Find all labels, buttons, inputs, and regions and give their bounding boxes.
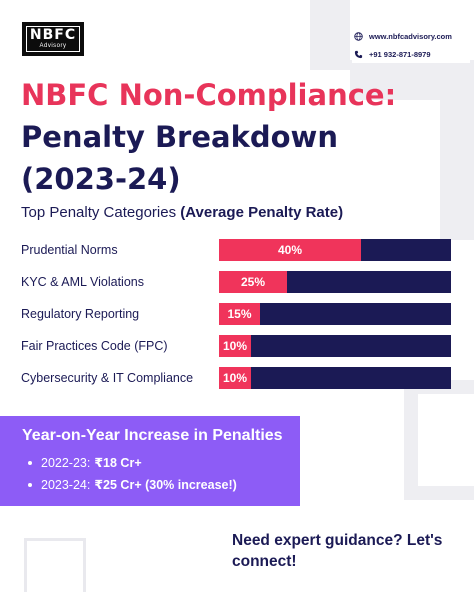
website-link[interactable]: www.nbfcadvisory.com (369, 31, 452, 41)
bar-track: 40% (219, 239, 451, 261)
logo-subtext: Advisory (39, 43, 67, 49)
category-label: Cybersecurity & IT Compliance (21, 371, 194, 385)
phone-row[interactable]: +91 932-871-8979 (352, 45, 470, 63)
bar-track: 15% (219, 303, 451, 325)
background-shape (404, 380, 418, 500)
bar-track: 10% (219, 335, 451, 357)
background-shape (310, 0, 350, 70)
bar (219, 239, 361, 261)
bar (219, 303, 260, 325)
bar (219, 367, 251, 389)
yoy-item: 2023-24: ₹25 Cr+ (30% increase!) (28, 474, 300, 496)
page-title: NBFC Non-Compliance: Penalty Breakdown (… (21, 74, 396, 200)
yoy-item-label: 2023-24: (41, 478, 91, 492)
category-label: Fair Practices Code (FPC) (21, 339, 168, 353)
yoy-list: 2022-23: ₹18 Cr+ 2023-24: ₹25 Cr+ (30% inc… (22, 452, 300, 496)
phone-number[interactable]: +91 932-871-8979 (369, 49, 431, 59)
bar-value-label: 10% (222, 339, 248, 353)
brand-logo: NBFC Advisory (22, 22, 84, 56)
globe-icon (352, 31, 364, 41)
yoy-item: 2022-23: ₹18 Cr+ (28, 452, 300, 474)
bar-value-label: 10% (222, 371, 248, 385)
background-shape (404, 486, 474, 500)
chart-subtitle: Top Penalty Categories (Average Penalty … (21, 204, 343, 221)
bullet-icon (28, 461, 32, 465)
bar-value-label: 15% (227, 307, 252, 321)
yoy-item-label: 2022-23: (41, 456, 91, 470)
title-line-1: NBFC Non-Compliance: (21, 78, 397, 112)
category-label: KYC & AML Violations (21, 275, 144, 289)
yoy-panel: Year-on-Year Increase in Penalties 2022-… (0, 416, 300, 506)
subtitle-text: Top Penalty Categories (21, 204, 181, 221)
bar-value-label: 25% (240, 275, 266, 289)
contact-info: www.nbfcadvisory.com +91 932-871-8979 (352, 27, 470, 63)
subtitle-bold: (Average Penalty Rate) (180, 204, 344, 221)
title-line-2: Penalty Breakdown (21, 120, 338, 154)
category-label: Regulatory Reporting (21, 307, 140, 321)
yoy-title: Year-on-Year Increase in Penalties (22, 427, 283, 444)
title-line-3: (2023-24) (21, 162, 181, 196)
cta-text: Need expert guidance? Let's connect! (232, 532, 443, 570)
watermark-logo (24, 538, 86, 592)
website-row[interactable]: www.nbfcadvisory.com (352, 27, 470, 45)
yoy-item-value: ₹18 Cr+ (94, 456, 142, 470)
category-label: Prudential Norms (21, 243, 118, 257)
yoy-item-value: ₹25 Cr+ (30% increase!) (94, 478, 237, 492)
logo-text: NBFC (29, 27, 77, 43)
bar (219, 335, 251, 357)
bar-track: 25% (219, 271, 451, 293)
phone-icon (352, 50, 364, 59)
bar-value-label: 40% (277, 243, 303, 257)
bar (219, 271, 287, 293)
background-shape (440, 60, 474, 240)
bullet-icon (28, 483, 32, 487)
